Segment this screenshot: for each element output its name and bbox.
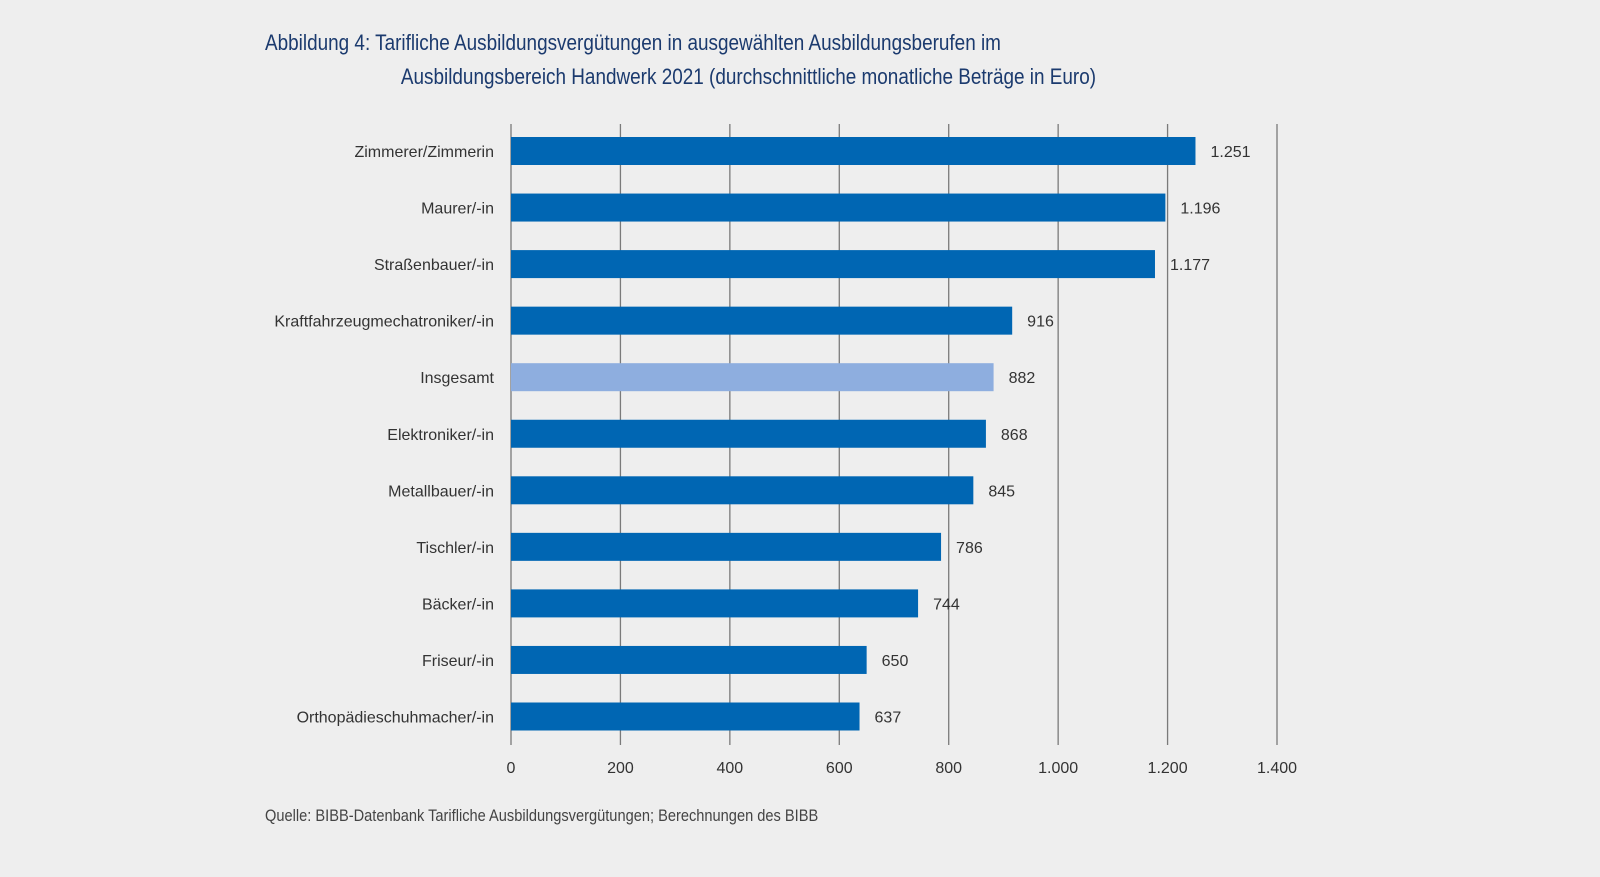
- category-label: Kraftfahrzeugmechatroniker/-in: [274, 314, 494, 331]
- bar: [511, 193, 1166, 222]
- bars: [511, 137, 1196, 731]
- bar: [511, 532, 942, 561]
- x-tick-label: 800: [935, 760, 962, 777]
- category-label: Metallbauer/-in: [388, 483, 494, 500]
- chart-title-line-1: Abbildung 4: Tarifliche Ausbildungsvergü…: [265, 30, 1001, 55]
- bar-total: [511, 363, 994, 392]
- value-label: 1.251: [1210, 144, 1250, 161]
- bar: [511, 306, 1013, 335]
- category-label: Insgesamt: [420, 370, 494, 387]
- category-label: Zimmerer/Zimmerin: [354, 144, 494, 161]
- bar: [511, 702, 860, 731]
- x-tick-label: 200: [607, 760, 634, 777]
- value-label: 868: [1001, 427, 1028, 444]
- bar: [511, 645, 867, 674]
- category-label: Bäcker/-in: [422, 596, 494, 613]
- category-label: Straßenbauer/-in: [374, 257, 494, 274]
- x-tick-label: 1.000: [1038, 760, 1078, 777]
- category-labels: Zimmerer/Zimmerin Maurer/-in Straßenbauer/…: [274, 144, 494, 727]
- value-label: 1.196: [1180, 201, 1220, 218]
- x-tick-label: 400: [717, 760, 744, 777]
- value-label: 1.177: [1170, 257, 1210, 274]
- source-note: Quelle: BIBB-Datenbank Tarifliche Ausbil…: [265, 806, 819, 825]
- value-label: 744: [933, 596, 960, 613]
- bar: [511, 137, 1196, 165]
- x-tick-label: 600: [826, 760, 853, 777]
- value-label: 916: [1027, 314, 1054, 331]
- category-label: Friseur/-in: [422, 653, 494, 670]
- value-labels: 1.251 1.196 1.177 916 882 868 845 786 744 650 637: [875, 144, 1251, 727]
- value-label: 845: [988, 483, 1015, 500]
- category-label: Orthopädieschuhmacher/-in: [297, 710, 494, 727]
- bar: [511, 419, 986, 448]
- value-label: 637: [875, 710, 902, 727]
- value-label: 786: [956, 540, 983, 557]
- x-axis-tick-labels: 0 200 400 600 800 1.000 1.200 1.400: [507, 760, 1298, 777]
- bar: [511, 250, 1155, 279]
- x-tick-label: 1.200: [1148, 760, 1188, 777]
- bar: [511, 476, 974, 505]
- category-label: Tischler/-in: [416, 540, 494, 557]
- value-label: 882: [1009, 370, 1036, 387]
- value-label: 650: [882, 653, 909, 670]
- x-tick-label: 1.400: [1257, 760, 1297, 777]
- chart-title-line-2: Ausbildungsbereich Handwerk 2021 (durchs…: [400, 64, 1097, 89]
- category-label: Elektroniker/-in: [387, 427, 494, 444]
- bar: [511, 589, 919, 618]
- x-tick-label: 0: [507, 760, 516, 777]
- chart-title: Abbildung 4: Tarifliche Ausbildungsvergü…: [265, 26, 1096, 94]
- category-label: Maurer/-in: [421, 201, 494, 218]
